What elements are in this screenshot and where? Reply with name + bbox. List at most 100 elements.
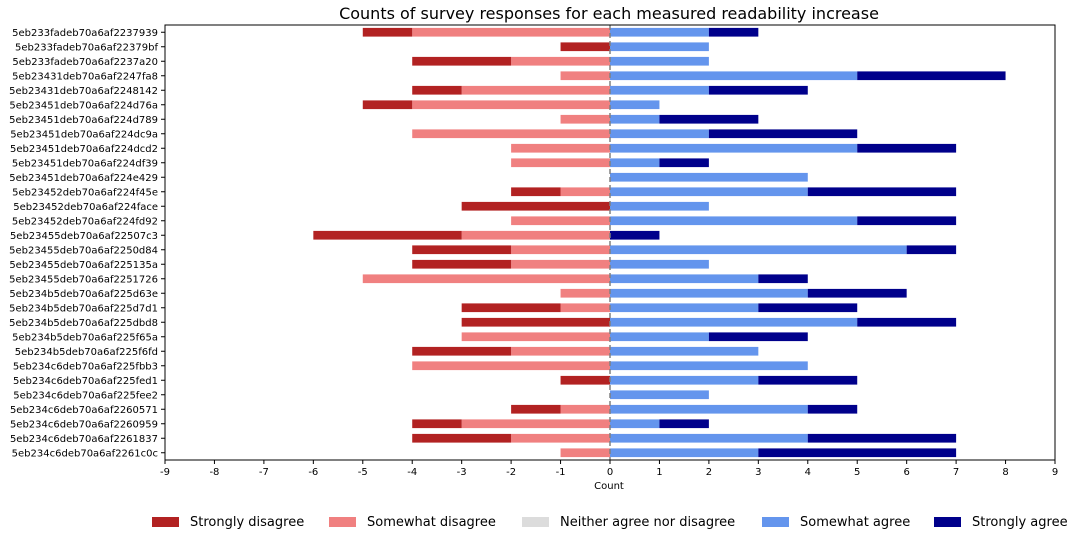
y-tick-label: 5eb233fadeb70a6af2237a20 [12,57,158,68]
legend: Strongly disagree Somewhat disagree Neithe… [0,510,1079,534]
bar-segment-somewhat-disagree [412,100,610,110]
y-tick-label: 5eb234c6deb70a6af2261837 [10,434,158,445]
y-tick-label: 5eb23452deb70a6af224f45e [12,187,158,198]
y-tick-label: 5eb234b5deb70a6af225d7d1 [9,303,158,314]
y-tick-label: 5eb23451deb70a6af224d789 [9,115,158,126]
bar-segment-strongly-agree [857,216,957,226]
bar-segment-strongly-disagree [560,42,610,52]
y-tick-label: 5eb23451deb70a6af224dcd2 [10,144,158,155]
x-tick-label: -5 [358,467,368,478]
bar-segment-strongly-agree [857,143,957,153]
bar-segment-somewhat-agree [610,375,759,385]
bar-segment-somewhat-agree [610,216,858,226]
bar-segment-somewhat-agree [610,274,759,284]
bar-segment-strongly-disagree [560,375,610,385]
y-tick-label: 5eb234b5deb70a6af225f6fd [15,347,158,358]
bar-segment-strongly-disagree [412,346,512,356]
x-tick-label: 2 [706,467,712,478]
bar-segment-strongly-disagree [511,404,561,414]
bar-segment-somewhat-disagree [412,361,610,371]
legend-item: Strongly agree [934,510,1068,534]
legend-label: Strongly agree [972,514,1068,530]
bar-segment-strongly-disagree [461,201,610,211]
bar-segment-somewhat-disagree [461,230,610,240]
bar-segment-strongly-agree [857,317,957,327]
y-tick-label: 5eb23452deb70a6af224face [13,202,158,213]
bar-segment-somewhat-agree [610,71,858,81]
x-tick-label: -8 [209,467,219,478]
x-tick-label: -4 [407,467,417,478]
y-tick-label: 5eb23431deb70a6af2247fa8 [12,71,158,82]
y-tick-label: 5eb23455deb70a6af22507c3 [10,231,158,242]
bar-segment-somewhat-agree [610,404,808,414]
bar-segment-strongly-agree [807,288,907,298]
x-tick-label: 5 [854,467,860,478]
y-tick-label: 5eb234b5deb70a6af225d63e [9,289,158,300]
bar-segment-somewhat-disagree [560,114,610,124]
y-tick-label: 5eb234b5deb70a6af225f65a [12,332,158,343]
bar-segment-strongly-disagree [412,433,512,443]
y-tick-label: 5eb234c6deb70a6af225fee2 [13,390,158,401]
bar-segment-somewhat-agree [610,259,709,269]
bar-segment-somewhat-disagree [560,404,610,414]
legend-label: Somewhat disagree [367,514,496,530]
legend-swatch [934,517,961,527]
bar-segment-strongly-disagree [412,245,512,255]
bar-segment-somewhat-agree [610,419,660,429]
y-axis: 5eb233fadeb70a6af2237939 5eb233fadeb70a6a… [9,28,165,459]
x-tick-label: -2 [506,467,516,478]
x-tick-label: 6 [903,467,909,478]
x-tick-label: 0 [607,467,613,478]
bar-segment-somewhat-disagree [511,143,610,153]
bar-segment-strongly-agree [708,332,808,342]
bar-segment-somewhat-disagree [461,419,610,429]
y-tick-label: 5eb234c6deb70a6af225fed1 [13,376,158,387]
legend-swatch [522,517,549,527]
chart-title: Counts of survey responses for each meas… [339,4,879,23]
y-tick-label: 5eb23455deb70a6af225135a [9,260,158,271]
x-tick-label: -7 [259,467,269,478]
bar-segment-strongly-agree [659,114,759,124]
legend-swatch [152,517,179,527]
bar-segment-somewhat-agree [610,448,759,458]
bar-segment-strongly-agree [807,433,957,443]
bar-segment-somewhat-disagree [511,259,610,269]
x-tick-label: 9 [1052,467,1058,478]
y-tick-label: 5eb234c6deb70a6af2260571 [10,405,158,416]
bars-layer [313,27,1006,458]
bar-segment-strongly-disagree [362,100,413,110]
x-tick-label: 7 [953,467,959,478]
y-tick-label: 5eb23451deb70a6af224dc9a [10,129,158,140]
y-tick-label: 5eb233fadeb70a6af22379bf [15,42,158,53]
y-tick-label: 5eb234c6deb70a6af2260959 [10,419,158,430]
bar-segment-somewhat-agree [610,143,858,153]
bar-segment-somewhat-disagree [560,448,610,458]
bar-segment-strongly-disagree [412,259,512,269]
x-tick-label: 1 [656,467,662,478]
bar-segment-somewhat-agree [610,361,808,371]
bar-segment-somewhat-disagree [560,187,610,197]
bar-segment-strongly-agree [708,129,858,139]
bar-segment-strongly-agree [708,85,808,95]
bar-segment-strongly-agree [758,303,858,313]
bar-segment-somewhat-agree [610,42,709,52]
bar-segment-somewhat-agree [610,317,858,327]
bar-segment-somewhat-disagree [511,56,610,66]
x-tick-label: -1 [556,467,566,478]
legend-label: Strongly disagree [190,514,305,530]
bar-segment-strongly-agree [659,419,709,429]
bar-segment-strongly-agree [807,187,957,197]
bar-segment-somewhat-agree [610,303,759,313]
legend-swatch [329,517,356,527]
bar-segment-somewhat-disagree [560,288,610,298]
x-tick-label: 3 [755,467,761,478]
bar-segment-strongly-disagree [412,56,512,66]
bar-segment-somewhat-disagree [362,274,610,284]
bar-segment-strongly-disagree [412,419,462,429]
y-tick-label: 5eb234c6deb70a6af2261c0c [12,448,158,459]
bar-segment-strongly-agree [807,404,858,414]
bar-segment-strongly-disagree [412,85,462,95]
bar-segment-strongly-disagree [362,27,413,37]
bar-segment-somewhat-disagree [511,245,610,255]
